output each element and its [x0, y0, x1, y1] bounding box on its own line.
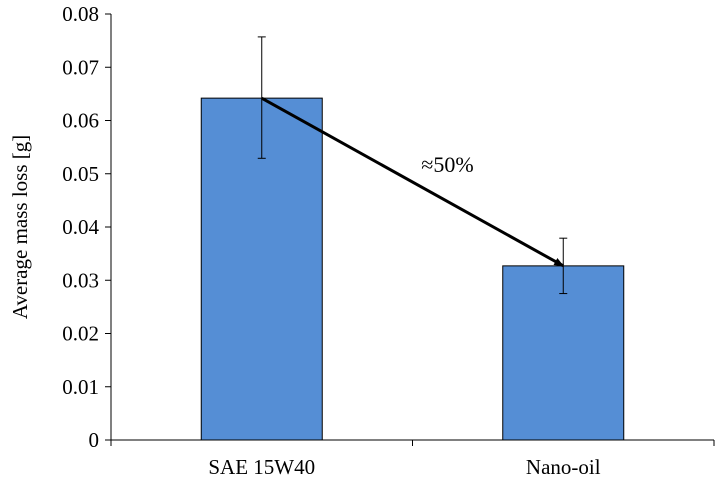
reduction-arrow [261, 96, 565, 268]
y-tick-label: 0.03 [62, 268, 99, 292]
y-tick-label: 0.01 [62, 375, 99, 399]
x-tick-label: SAE 15W40 [208, 455, 315, 479]
y-axis-title: Average mass loss [g] [8, 135, 32, 319]
y-tick-label: 0.02 [62, 322, 99, 346]
y-tick-label: 0.06 [62, 109, 99, 133]
y-tick-label: 0.07 [62, 55, 99, 79]
y-tick-label: 0.04 [62, 215, 99, 239]
y-tick-label: 0 [89, 428, 100, 452]
x-axis-ticks: SAE 15W40 Nano-oil [110, 440, 715, 479]
reduction-annotation: ≈50% [421, 152, 473, 177]
y-tick-label: 0.08 [62, 2, 99, 26]
y-axis-ticks: 0 0.01 0.02 0.03 0.04 0.05 0.06 0.07 0.08 [62, 2, 111, 452]
bars [200, 97, 625, 441]
x-tick-label: Nano-oil [526, 455, 601, 479]
y-tick-label: 0.05 [62, 162, 99, 186]
